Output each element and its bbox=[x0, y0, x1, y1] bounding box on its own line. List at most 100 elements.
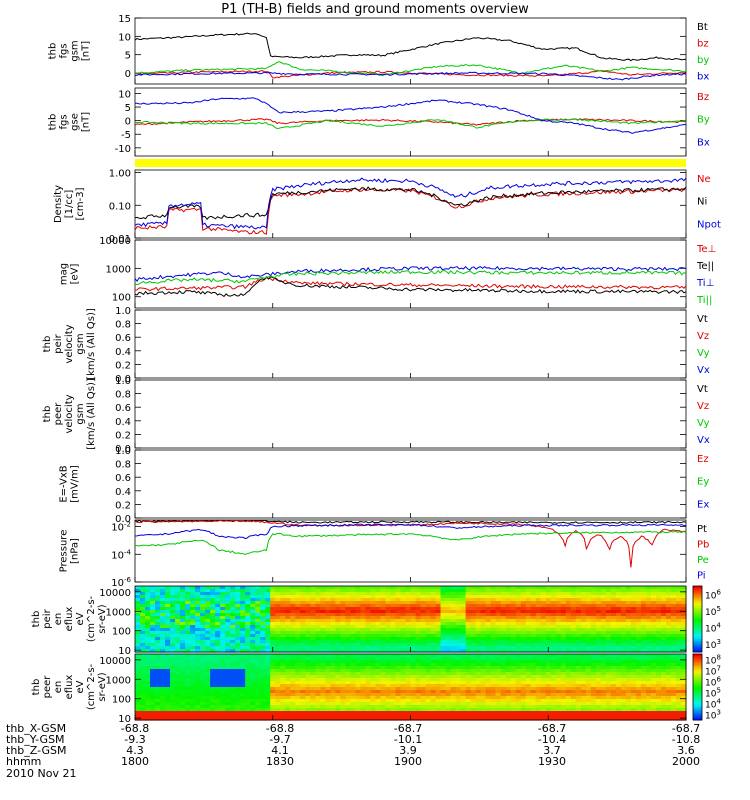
heatmap-cell bbox=[495, 607, 502, 611]
heatmap-cell bbox=[620, 613, 627, 617]
heatmap-cell bbox=[605, 672, 612, 676]
heatmap-cell bbox=[415, 708, 422, 712]
heatmap-cell bbox=[380, 705, 387, 709]
heatmap-cell bbox=[210, 598, 216, 602]
heatmap-cell bbox=[465, 708, 472, 712]
heatmap-cell bbox=[280, 690, 286, 694]
heatmap-cell bbox=[315, 622, 321, 626]
heatmap-cell bbox=[310, 628, 316, 632]
heatmap-cell bbox=[555, 598, 562, 602]
heatmap-cell bbox=[505, 637, 512, 641]
heatmap-cell bbox=[625, 625, 632, 629]
heatmap-cell bbox=[250, 598, 256, 602]
heatmap-cell bbox=[215, 589, 221, 593]
heatmap-cell bbox=[415, 669, 422, 673]
heatmap-cell bbox=[515, 601, 522, 605]
heatmap-cell bbox=[480, 634, 487, 638]
heatmap-cell bbox=[655, 592, 662, 596]
heatmap-cell bbox=[280, 675, 286, 679]
heatmap-cell bbox=[600, 690, 607, 694]
heatmap-cell bbox=[450, 589, 457, 593]
heatmap-cell bbox=[465, 654, 472, 658]
heatmap-cell bbox=[460, 634, 467, 638]
heatmap-cell bbox=[310, 586, 316, 590]
heatmap-cell bbox=[415, 595, 422, 599]
heatmap-cell bbox=[570, 637, 577, 641]
heatmap-cell bbox=[655, 586, 662, 590]
heatmap-cell bbox=[420, 687, 427, 691]
heatmap-cell bbox=[545, 622, 552, 626]
heatmap-cell bbox=[425, 640, 432, 644]
heatmap-cell bbox=[395, 628, 402, 632]
heatmap-cell bbox=[565, 705, 572, 709]
heatmap-cell bbox=[650, 669, 657, 673]
heatmap-cell bbox=[515, 595, 522, 599]
heatmap-cell bbox=[405, 589, 412, 593]
legend-label: Pb bbox=[697, 540, 709, 551]
heatmap-cell bbox=[150, 717, 156, 721]
heatmap-cell bbox=[410, 607, 417, 611]
heatmap-cell bbox=[220, 711, 226, 715]
heatmap-cell bbox=[475, 663, 482, 667]
heatmap-cell bbox=[460, 643, 467, 647]
heatmap-cell bbox=[300, 654, 306, 658]
heatmap-cell bbox=[375, 625, 382, 629]
heatmap-cell bbox=[615, 693, 622, 697]
heatmap-cell bbox=[205, 654, 211, 658]
heatmap-cell bbox=[665, 589, 672, 593]
heatmap-cell bbox=[155, 628, 161, 632]
heatmap-cell bbox=[250, 595, 256, 599]
heatmap-cell bbox=[380, 610, 387, 614]
heatmap-cell bbox=[400, 672, 407, 676]
heatmap-cell bbox=[470, 604, 477, 608]
heatmap-cell bbox=[395, 586, 402, 590]
heatmap-cell bbox=[485, 586, 492, 590]
heatmap-cell bbox=[315, 684, 321, 688]
heatmap-cell bbox=[145, 675, 151, 679]
heatmap-cell bbox=[150, 601, 156, 605]
heatmap-cell bbox=[625, 643, 632, 647]
heatmap-cell bbox=[505, 616, 512, 620]
series-line-Te|| bbox=[134, 276, 687, 298]
heatmap-cell bbox=[325, 646, 331, 650]
heatmap-cell bbox=[555, 631, 562, 635]
heatmap-cell bbox=[320, 705, 326, 709]
heatmap-cell bbox=[190, 654, 196, 658]
heatmap-cell bbox=[470, 654, 477, 658]
heatmap-cell bbox=[630, 586, 637, 590]
heatmap-cell bbox=[210, 666, 216, 670]
heatmap-cell bbox=[575, 711, 582, 715]
heatmap-cell bbox=[295, 610, 301, 614]
heatmap-cell bbox=[545, 702, 552, 706]
heatmap-cell bbox=[165, 669, 171, 673]
heatmap-cell bbox=[150, 675, 156, 679]
heatmap-cell bbox=[670, 607, 677, 611]
heatmap-cell bbox=[560, 663, 567, 667]
heatmap-cell bbox=[510, 634, 517, 638]
heatmap-cell bbox=[520, 690, 527, 694]
heatmap-cell bbox=[225, 613, 231, 617]
heatmap-cell bbox=[275, 613, 281, 617]
heatmap-cell bbox=[370, 711, 377, 715]
heatmap-cell bbox=[215, 657, 221, 661]
heatmap-cell bbox=[175, 643, 181, 647]
heatmap-cell bbox=[255, 646, 261, 650]
heatmap-cell bbox=[625, 678, 632, 682]
heatmap-cell bbox=[135, 586, 141, 590]
heatmap-cell bbox=[155, 672, 161, 676]
heatmap-cell bbox=[480, 678, 487, 682]
heatmap-cell bbox=[410, 589, 417, 593]
heatmap-cell bbox=[440, 616, 447, 620]
heatmap-cell bbox=[155, 637, 161, 641]
heatmap-cell bbox=[230, 643, 236, 647]
heatmap-cell bbox=[355, 592, 362, 596]
heatmap-cell bbox=[545, 663, 552, 667]
heatmap-cell bbox=[620, 637, 627, 641]
heatmap-cell bbox=[445, 687, 452, 691]
heatmap-cell bbox=[570, 693, 577, 697]
heatmap-cell bbox=[265, 640, 271, 644]
heatmap-cell bbox=[535, 696, 542, 700]
heatmap-cell bbox=[590, 714, 597, 718]
heatmap-cell bbox=[370, 613, 377, 617]
heatmap-cell bbox=[230, 619, 236, 623]
